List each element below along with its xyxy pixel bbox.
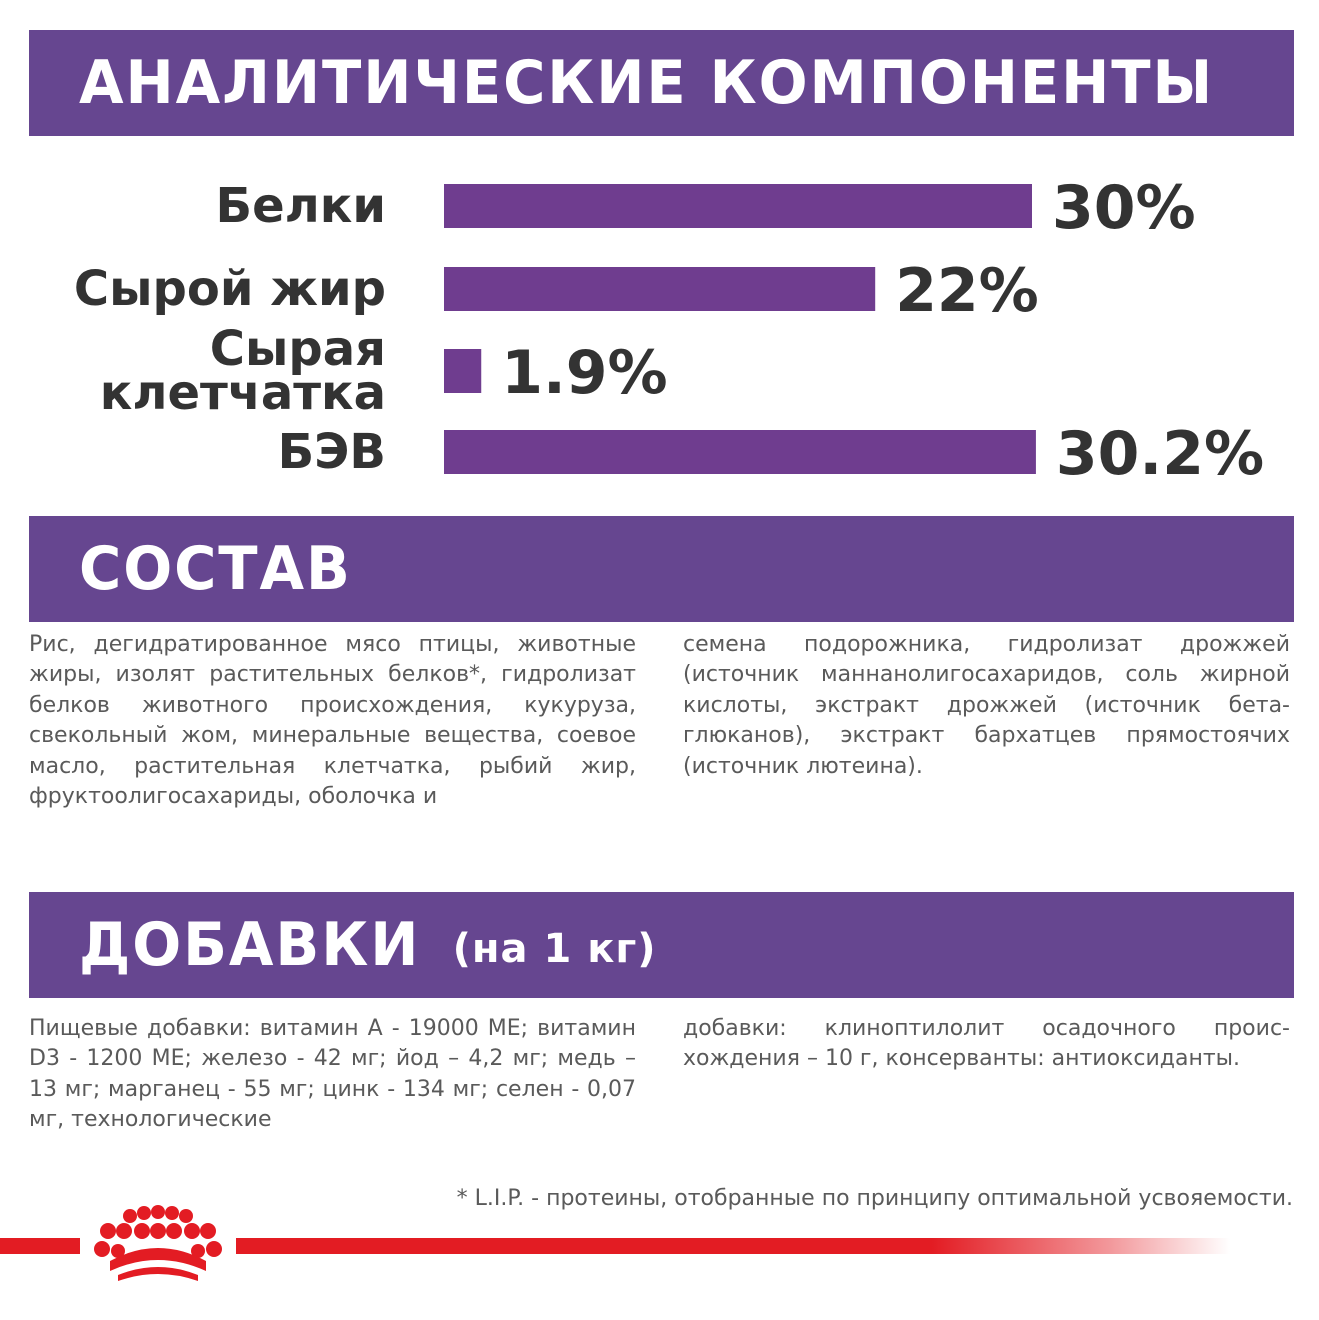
- bar-2: [444, 349, 482, 393]
- banner-analytic-components: АНАЛИТИЧЕСКИЕ КОМПОНЕНТЫ: [29, 30, 1294, 136]
- value-label-0: 30%: [1052, 173, 1196, 243]
- additives-text-right: добавки: клиноптилолит осадочного проис­…: [683, 1016, 1290, 1072]
- category-label-2-1: клетчатка: [100, 365, 386, 421]
- category-label-0-0: Белки: [215, 178, 386, 234]
- value-label-2: 1.9%: [501, 338, 667, 408]
- value-label-1: 22%: [895, 256, 1039, 326]
- category-label-1-0: Сырой жир: [74, 261, 386, 317]
- section-subtitle-additives: (на 1 кг): [452, 926, 657, 972]
- section-title-composition: СОСТАВ: [79, 534, 352, 604]
- banner-additives: ДОБАВКИ (на 1 кг): [29, 892, 1294, 998]
- section-title-additives: ДОБАВКИ: [79, 910, 421, 980]
- category-label-3-0: БЭВ: [278, 424, 386, 480]
- bar-3: [444, 430, 1036, 474]
- composition-text-right: семена подорожника, гидролизат дрожжей (…: [683, 632, 1290, 779]
- section-title-analytic: АНАЛИТИЧЕСКИЕ КОМПОНЕНТЫ: [79, 48, 1215, 118]
- composition-text-left: Рис, дегидратированное мясо птицы, живот…: [29, 632, 636, 810]
- brand-line-left: [0, 1238, 80, 1254]
- category-label-2-0: Сырая: [210, 321, 386, 377]
- brand-line-right: [236, 1238, 1230, 1254]
- bar-0: [444, 184, 1032, 228]
- additives-text-left: Пищевые добавки: витамин А - 19000 МЕ; в…: [29, 1016, 636, 1133]
- value-label-3: 30.2%: [1056, 419, 1264, 489]
- bar-1: [444, 267, 876, 311]
- footnote: * L.I.P. - протеины, отобранные по принц…: [456, 1186, 1293, 1211]
- banner-composition: СОСТАВ: [29, 516, 1294, 622]
- crown-icon: [94, 1205, 222, 1281]
